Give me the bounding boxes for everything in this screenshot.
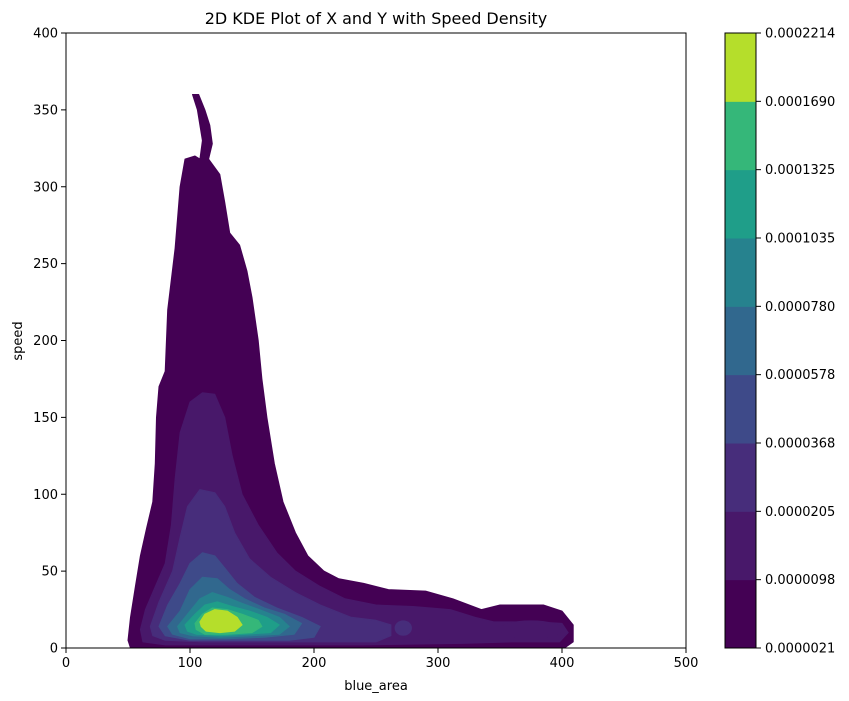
colorbar-band <box>725 443 756 512</box>
colorbar-tick-label: 0.0001035 <box>765 232 835 247</box>
y-axis: 0 50 100 150 200 250 300 350 400 <box>33 27 66 657</box>
y-tick-label: 350 <box>33 103 58 118</box>
colorbar-band <box>725 511 756 581</box>
y-axis-label: speed <box>11 321 26 360</box>
y-tick-label: 150 <box>33 411 58 426</box>
contour-level-8 <box>199 609 243 634</box>
colorbar-tick-label: 0.0000780 <box>765 300 835 315</box>
x-tick-label: 0 <box>62 656 70 671</box>
colorbar-tick-label: 0.0001690 <box>765 95 835 110</box>
colorbar-band <box>725 238 756 307</box>
colorbar-tick-label: 0.0000205 <box>765 505 835 520</box>
x-axis-label: blue_area <box>344 679 408 694</box>
colorbar-band <box>725 306 756 376</box>
y-tick-label: 0 <box>50 642 58 657</box>
colorbar-band <box>725 374 756 444</box>
colorbar-band <box>725 33 756 102</box>
colorbar-band <box>725 169 756 239</box>
colorbar-tick-label: 0.0002214 <box>765 27 835 42</box>
chart-title: 2D KDE Plot of X and Y with Speed Densit… <box>205 9 548 28</box>
x-tick-label: 500 <box>674 656 699 671</box>
y-tick-label: 250 <box>33 257 58 272</box>
colorbar-tick-label: 0.0001325 <box>765 163 835 178</box>
contour-layer <box>127 94 574 648</box>
x-tick-label: 300 <box>426 656 451 671</box>
colorbar-frame <box>724 32 757 649</box>
colorbar-band <box>725 101 756 171</box>
y-tick-label: 100 <box>33 488 58 503</box>
x-tick-label: 400 <box>550 656 575 671</box>
colorbar-tick-label: 0.0000098 <box>765 573 835 588</box>
x-axis: 0 100 200 300 400 500 <box>62 648 699 671</box>
contour-blob-level-2 <box>394 620 412 636</box>
colorbar: 0.0000021 0.0000098 0.0000205 0.0000368 0.00… <box>724 27 835 657</box>
y-tick-label: 400 <box>33 27 58 42</box>
colorbar-tick-label: 0.0000368 <box>765 437 835 452</box>
y-tick-label: 200 <box>33 334 58 349</box>
contour-blob-level-1 <box>500 620 562 639</box>
colorbar-band <box>725 579 756 649</box>
y-tick-label: 50 <box>41 565 58 580</box>
y-tick-label: 300 <box>33 180 58 195</box>
colorbar-tick-label: 0.0000578 <box>765 368 835 383</box>
x-tick-label: 100 <box>178 656 203 671</box>
plot-area <box>65 32 687 649</box>
colorbar-tick-label: 0.0000021 <box>765 642 835 657</box>
x-tick-label: 200 <box>302 656 327 671</box>
